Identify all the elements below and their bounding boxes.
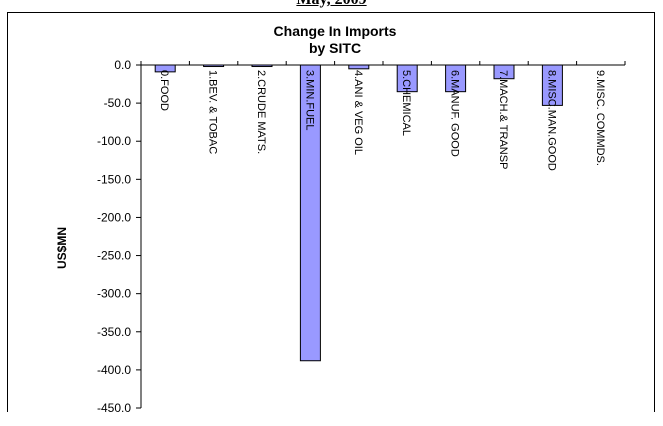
category-label: 1.BEV. & TOBAC <box>207 70 219 154</box>
y-tick-label: -50.0 <box>104 96 132 110</box>
y-tick-label: -200.0 <box>97 210 131 224</box>
category-label: 4.ANI & VEG OIL <box>352 70 364 155</box>
y-tick-label: -100.0 <box>97 134 131 148</box>
chart-frame: Change In Imports by SITC US$MN 0.0 -50.0… <box>7 12 655 413</box>
category-labels: 0.FOOD 1.BEV. & TOBAC 2.CRUDE MATS. 3.MIN.F… <box>158 70 606 171</box>
y-tick-label: -450.0 <box>97 401 131 413</box>
y-tick-label: -350.0 <box>97 325 131 339</box>
category-label: 9.MISC. COMMDS. <box>594 70 606 166</box>
y-axis-label: US$MN <box>55 227 69 269</box>
y-tick-label: 0.0 <box>114 58 131 72</box>
chart-title-line-2: by SITC <box>309 40 361 56</box>
category-label: 3.MIN.FUEL <box>303 70 315 131</box>
y-tick-label: -250.0 <box>97 249 131 263</box>
category-label: 7.MACH.& TRANSP <box>497 70 509 169</box>
category-label: 0.FOOD <box>158 70 170 111</box>
y-axis: 0.0 -50.0 -100.0 -150.0 -200.0 -250.0 -300.0 -3… <box>97 58 142 413</box>
bar <box>348 64 370 70</box>
category-label: 8.MISC.MAN.GOOD <box>545 70 557 171</box>
bars <box>154 64 563 362</box>
y-tick-label: -150.0 <box>97 172 131 186</box>
x-axis <box>140 61 626 66</box>
category-label: 2.CRUDE MATS. <box>255 70 267 154</box>
y-tick-label: -400.0 <box>97 363 131 377</box>
y-axis-label-group: US$MN <box>55 227 69 269</box>
bar-chart: Change In Imports by SITC US$MN 0.0 -50.0… <box>55 23 626 413</box>
page-heading: May, 2009 <box>0 0 663 9</box>
y-tick-label: -300.0 <box>97 287 131 301</box>
category-label: 5.CHEMICAL <box>400 70 412 136</box>
chart-title-line-1: Change In Imports <box>274 23 397 39</box>
category-label: 6.MANUF. GOOD <box>449 70 461 157</box>
